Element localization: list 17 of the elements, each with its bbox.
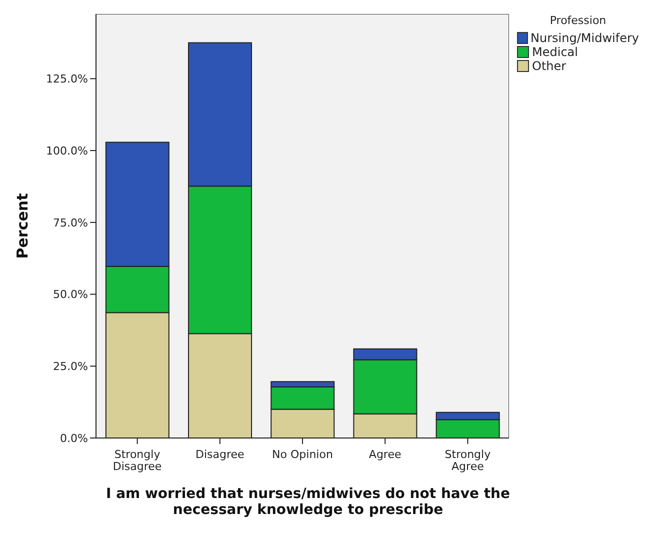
y-tick-label: 50.0% [53,288,88,302]
x-axis-title: I am worried that nurses/midwives do not have the necessary knowledge to prescribe [104,486,512,518]
x-tick-label: Strongly Disagree [112,448,162,473]
legend-label: Other [531,59,568,73]
legend-label: Medical [531,45,579,59]
x-tick-label: Strongly Agree [444,448,492,473]
legend-label: Nursing/Midwifery [530,31,639,45]
x-tick-label: No Opinion [272,448,333,461]
y-tick-label: 75.0% [53,216,88,230]
y-tick-label: 0.0% [60,432,88,445]
legend-title: Profession [548,14,608,27]
x-tick-label: Disagree [196,448,245,461]
y-tick-label: 125.0% [46,72,88,86]
y-tick-label: 100.0% [46,144,88,158]
y-tick-label: 25.0% [53,360,88,374]
y-axis-title: Percent [13,193,32,259]
x-tick-label: Agree [368,448,402,461]
